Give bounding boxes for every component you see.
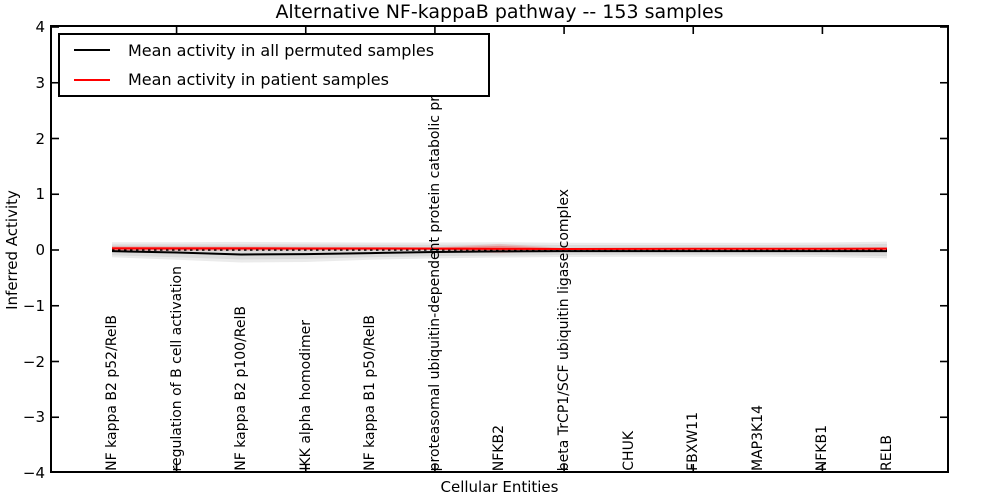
legend-item-permuted: Mean activity in all permuted samples xyxy=(60,36,488,64)
permuted-line-sample xyxy=(74,49,110,52)
y-tick-label: 3 xyxy=(35,73,45,92)
legend-label: Mean activity in patient samples xyxy=(128,70,389,90)
entity-label-text: NF kappa B2 p100/RelB xyxy=(233,306,250,471)
y-tick-label: −3 xyxy=(22,408,45,427)
entity-label-text: NFKB1 xyxy=(814,424,831,471)
entity-label-12: NFKB1 xyxy=(814,425,830,471)
entity-label-5: NF kappa B1 p50/RelB xyxy=(362,315,378,471)
entity-label-4: IKK alpha homodimer xyxy=(298,320,314,471)
entity-label-13: RELB xyxy=(879,435,895,471)
y-tick-label: 0 xyxy=(35,241,45,259)
y-tick-label: −2 xyxy=(22,352,45,371)
entity-label-text: RELB xyxy=(878,435,895,471)
y-tick-label: 4 xyxy=(35,18,45,36)
entity-label-text: NF kappa B1 p50/RelB xyxy=(362,315,379,471)
entity-label-8: beta TrCP1/SCF ubiquitin ligase complex xyxy=(556,189,572,471)
entity-label-text: proteasomal ubiquitin-dependent protein … xyxy=(426,95,443,471)
entity-label-7: NFKB2 xyxy=(491,425,507,471)
entity-label-text: NF kappa B2 p52/RelB xyxy=(104,315,120,471)
patient-line-sample xyxy=(74,78,110,81)
entity-label-text: beta TrCP1/SCF ubiquitin ligase complex xyxy=(556,188,573,471)
y-tick-label: 2 xyxy=(35,129,45,148)
entity-label-text: IKK alpha homodimer xyxy=(297,320,314,471)
entity-label-9: CHUK xyxy=(621,431,637,471)
entity-label-6: proteasomal ubiquitin-dependent protein … xyxy=(427,96,443,471)
entity-label-text: NFKB2 xyxy=(491,424,508,471)
y-tick-label: −1 xyxy=(22,296,45,315)
entity-label-text: FBXW11 xyxy=(685,412,702,471)
legend-item-patient: Mean activity in patient samples xyxy=(60,66,488,94)
chart-title: Alternative NF-kappaB pathway -- 153 sam… xyxy=(275,1,724,23)
entity-label-2: regulation of B cell activation xyxy=(169,266,185,471)
entity-label-text: CHUK xyxy=(620,431,637,471)
entity-label-3: NF kappa B2 p100/RelB xyxy=(233,306,249,471)
y-axis-title: Inferred Activity xyxy=(3,190,21,310)
entity-label-10: FBXW11 xyxy=(685,412,701,471)
entity-label-11: MAP3K14 xyxy=(750,405,766,471)
permuted-mean-line xyxy=(111,250,887,256)
legend-box: Mean activity in all permuted samples Me… xyxy=(58,33,490,97)
chart-canvas xyxy=(52,27,947,471)
y-tick-label: 1 xyxy=(35,185,45,204)
y-tick-label: −4 xyxy=(22,464,45,482)
patient-mean-line xyxy=(112,247,887,250)
entity-label-text: regulation of B cell activation xyxy=(168,265,185,471)
entity-label-1: NF kappa B2 p52/RelB xyxy=(104,315,120,471)
entity-label-text: MAP3K14 xyxy=(749,404,766,471)
x-axis-title: Cellular Entities xyxy=(440,478,559,496)
plot-area xyxy=(50,25,949,473)
legend-label: Mean activity in all permuted samples xyxy=(128,40,435,60)
